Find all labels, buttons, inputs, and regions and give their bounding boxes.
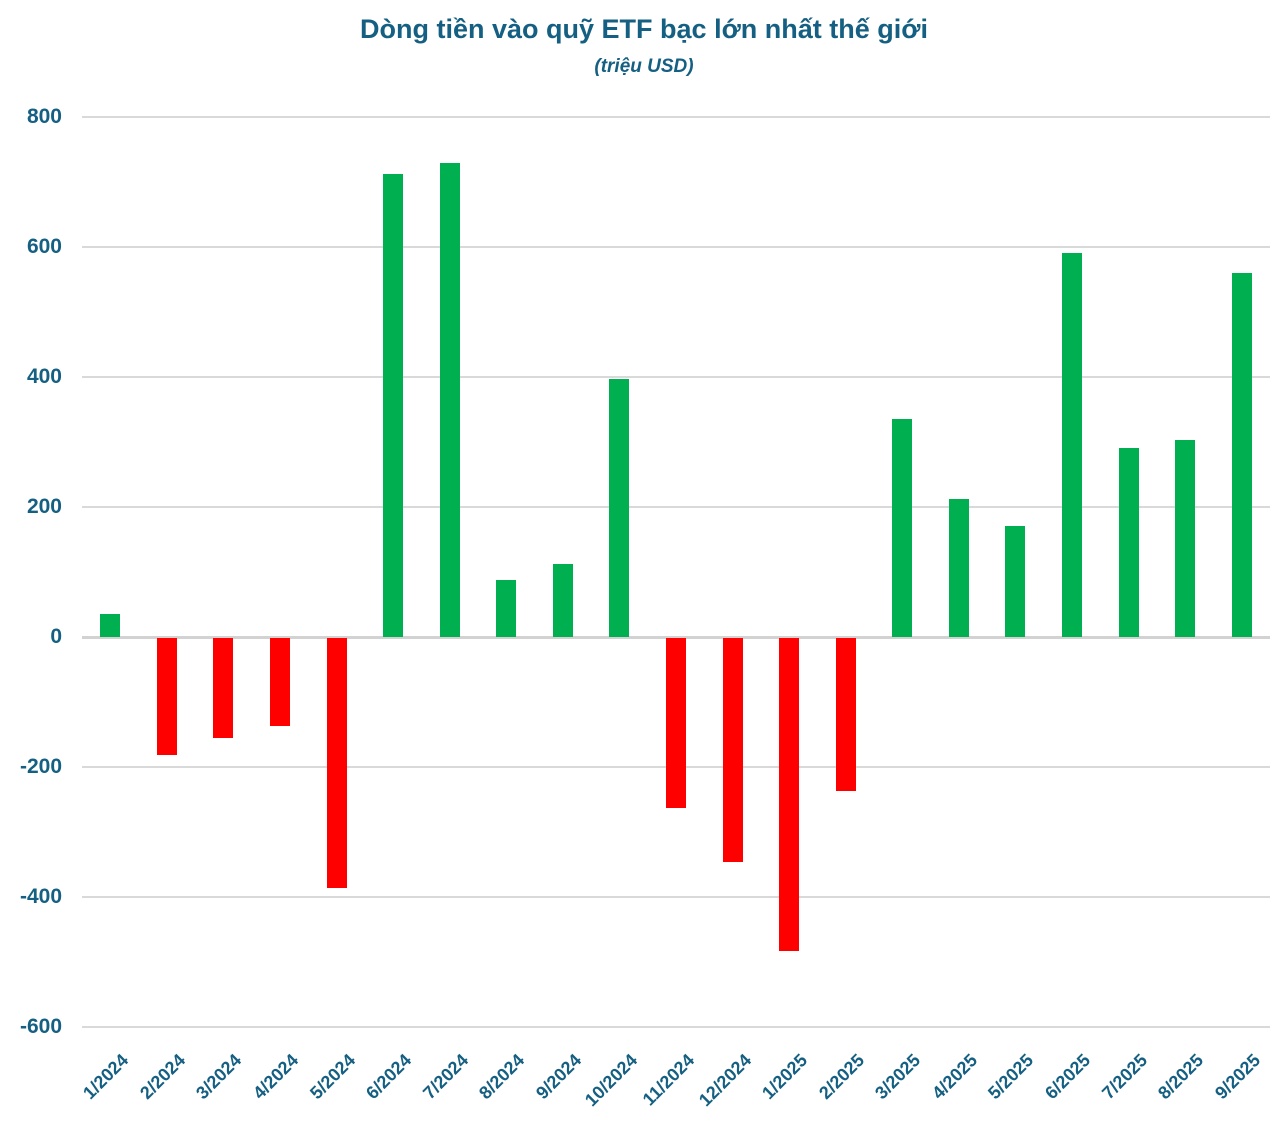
bar-positive [496, 579, 517, 637]
bar-negative [835, 638, 856, 791]
bar-positive [892, 419, 913, 637]
gridline [82, 245, 1270, 248]
gridline [82, 115, 1270, 118]
bar-negative [779, 638, 800, 951]
bar-negative [722, 638, 743, 863]
bar-positive [439, 162, 460, 637]
y-axis-label: -600 [19, 1015, 62, 1039]
y-axis-label: 600 [26, 234, 62, 258]
y-axis-label: 400 [26, 364, 62, 388]
bar-positive [383, 173, 404, 637]
gridline [82, 505, 1270, 508]
y-axis-label: -200 [19, 755, 62, 779]
y-axis-label: 0 [50, 625, 62, 648]
bar-positive [1231, 272, 1252, 637]
bar-positive [1062, 253, 1082, 637]
y-axis-label: 200 [26, 494, 62, 518]
bar-negative [666, 638, 686, 808]
bar-positive [948, 499, 969, 637]
bar-negative [326, 638, 347, 889]
chart-subtitle: (triệu USD) [594, 56, 694, 77]
y-axis-label: -400 [19, 885, 62, 909]
bar-positive [1005, 526, 1026, 637]
bar-negative [213, 638, 234, 738]
y-axis-label: 800 [26, 104, 62, 128]
zero-axis-line [82, 636, 1270, 639]
bar-negative [156, 638, 177, 756]
bar-positive [1118, 447, 1139, 637]
chart-title: Dòng tiền vào quỹ ETF bạc lớn nhất thế g… [360, 14, 928, 44]
gridline [82, 896, 1270, 899]
gridline [82, 375, 1270, 378]
bar-positive [609, 378, 630, 637]
bar-positive [1175, 439, 1196, 637]
bar-positive [100, 614, 121, 637]
bar-negative [270, 638, 290, 726]
bar-positive [552, 563, 573, 637]
gridline [82, 1026, 1270, 1029]
